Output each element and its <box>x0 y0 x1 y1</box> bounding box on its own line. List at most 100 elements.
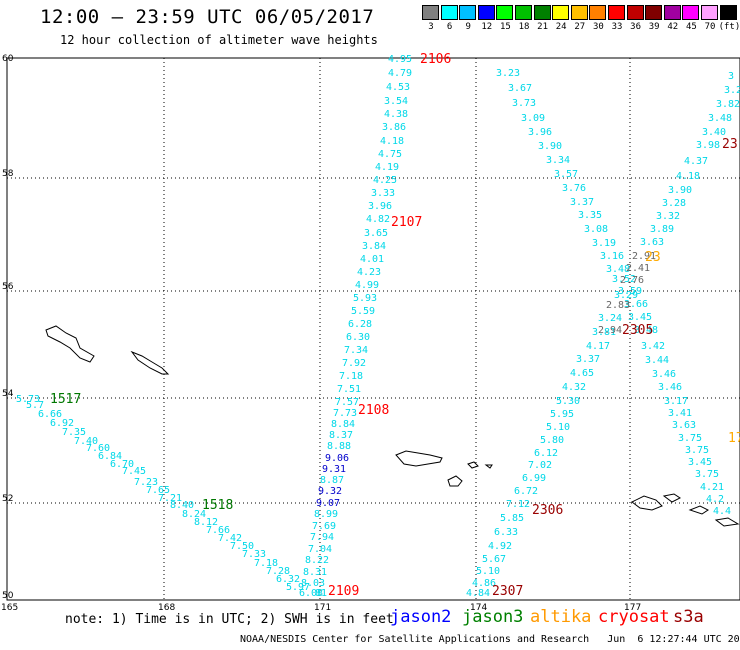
lat-label: 58 <box>2 169 14 179</box>
legend-jason3: jason3 <box>462 607 524 627</box>
pass-time-tags: 2106 2107 2108 2109 1517 1518 2305 2306 2307 23 23… <box>50 52 740 599</box>
scale-swatch <box>533 5 551 20</box>
wave-height-value: 2.91 <box>632 251 656 262</box>
wave-height-value: 5.10 <box>476 566 500 577</box>
credit-line: NOAA/NESDIS Center for Satellite Applica… <box>240 634 740 645</box>
lat-label: 60 <box>2 54 14 64</box>
legend-jason2: jason2 <box>390 607 452 627</box>
scale-swatch <box>515 5 532 20</box>
wave-height-value: 4.82 <box>366 214 390 225</box>
wave-height-value: 81 <box>315 588 327 599</box>
wave-height-value: 7.50 <box>230 541 254 552</box>
scale-label: 15 <box>499 22 511 32</box>
wave-height-value: 3.08 <box>584 224 608 235</box>
wave-height-value: 3.16 <box>600 251 624 262</box>
scale-label: 45 <box>685 22 697 32</box>
pass-time-label: 2305 <box>622 323 653 338</box>
pass-time-label: 1517 <box>50 392 81 407</box>
scale-label: 30 <box>592 22 604 32</box>
wave-height-value: 9.32 <box>318 486 342 497</box>
wave-height-value: 3.33 <box>371 188 395 199</box>
wave-height-value: 3.48 <box>708 113 732 124</box>
scale-label: 70 <box>704 22 716 32</box>
wave-height-value: 3.63 <box>672 420 696 431</box>
scale-label: 12 <box>481 22 493 32</box>
wave-height-value: 7.04 <box>308 544 332 555</box>
wave-height-value: 3.24 <box>598 313 622 324</box>
wave-height-value: 3.59 <box>618 286 642 297</box>
wave-height-value: 3.86 <box>382 122 406 133</box>
wave-height-value: 7.69 <box>312 521 336 532</box>
wave-height-value: 3.37 <box>570 197 594 208</box>
lon-label: 168 <box>158 603 175 613</box>
scale-swatch <box>719 5 737 20</box>
wave-height-value: 3.66 <box>624 299 648 310</box>
wave-height-value: 3.75 <box>678 433 702 444</box>
pass-time-label: 23 <box>722 137 738 152</box>
scale-label: 3 <box>428 22 434 32</box>
wave-height-value: 7.65 <box>146 485 170 496</box>
wave-height-value: 6.92 <box>50 418 74 429</box>
pass-time-label: 2108 <box>358 403 389 418</box>
scale-swatch <box>589 5 607 20</box>
wave-height-value: 8.03 <box>301 578 325 589</box>
wave-height-value: 4.86 <box>472 578 496 589</box>
wave-height-value: 2.83 <box>606 300 630 311</box>
wave-height-value: 3.19 <box>592 238 616 249</box>
pass-time-label: 17 <box>728 431 740 446</box>
wave-height-value: 8.31 <box>303 567 327 578</box>
wave-height-value: 7.45 <box>122 466 146 477</box>
island-outline <box>130 350 170 375</box>
wave-height-value: 7.12 <box>506 499 530 510</box>
wave-height-value: 8.99 <box>314 509 338 520</box>
wave-height-value: 7.73 <box>333 408 357 419</box>
satellite-track: 5.735.76.666.927.357.407.606.846.707.457… <box>16 394 310 593</box>
scale-swatch <box>552 5 570 20</box>
lat-label: 50 <box>2 591 14 601</box>
wave-height-value: 8.24 <box>182 509 206 520</box>
wave-height-value: 5.97 <box>286 582 310 593</box>
wave-height-value: 3.57 <box>554 169 578 180</box>
wave-height-value: 4.65 <box>570 368 594 379</box>
pass-time-label: 2109 <box>328 584 359 599</box>
wave-height-value: 8.40 <box>170 500 194 511</box>
pass-time-label: 2107 <box>391 215 422 230</box>
wave-height-value: 4.99 <box>355 280 379 291</box>
wave-height-value: 3.75 <box>695 469 719 480</box>
wave-height-value: 5.85 <box>500 513 524 524</box>
wave-height-value: 5.59 <box>351 306 375 317</box>
wave-height-value: 5.10 <box>546 422 570 433</box>
island-outline <box>447 475 463 487</box>
island-outline <box>662 493 681 503</box>
wave-height-value: 3.89 <box>650 224 674 235</box>
wave-height-value: 4.01 <box>360 254 384 265</box>
wave-height-value: 5.80 <box>540 435 564 446</box>
pass-time-label: 2106 <box>420 52 451 67</box>
wave-height-value: 4.25 <box>373 175 397 186</box>
wave-height-value: 3.90 <box>538 141 562 152</box>
wave-height-value: 8.88 <box>327 441 351 452</box>
altimeter-tracks: 4.954.794.533.544.383.864.184.754.194.25… <box>16 54 740 599</box>
wave-height-value: 6.72 <box>514 486 538 497</box>
wave-height-value: 6.99 <box>522 473 546 484</box>
wave-height-value: 7.23 <box>134 477 158 488</box>
wave-height-value: 7.21 <box>158 493 182 504</box>
wave-height-value: 3.82 <box>716 99 740 110</box>
wave-height-value: 7.66 <box>206 525 230 536</box>
lon-label: 177 <box>624 603 641 613</box>
scale-label: 6 <box>446 22 453 32</box>
wave-height-value: 3.46 <box>652 369 676 380</box>
wave-height-value: 6.70 <box>110 459 134 470</box>
scale-swatch <box>645 5 663 20</box>
wave-height-value: 4.32 <box>562 382 586 393</box>
wave-height-value: 7.02 <box>528 460 552 471</box>
wave-height-value: 4.95 <box>388 54 412 65</box>
wave-height-value: 4.75 <box>378 149 402 160</box>
wave-height-value: 4.18 <box>676 171 700 182</box>
scale-label: 33 <box>611 22 623 32</box>
island-outline <box>631 495 663 511</box>
wave-height-value: 7.35 <box>62 427 86 438</box>
wave-height-value: 3.90 <box>668 185 692 196</box>
legend-cryosat: cryosat <box>598 607 670 627</box>
scale-swatch <box>459 5 477 20</box>
